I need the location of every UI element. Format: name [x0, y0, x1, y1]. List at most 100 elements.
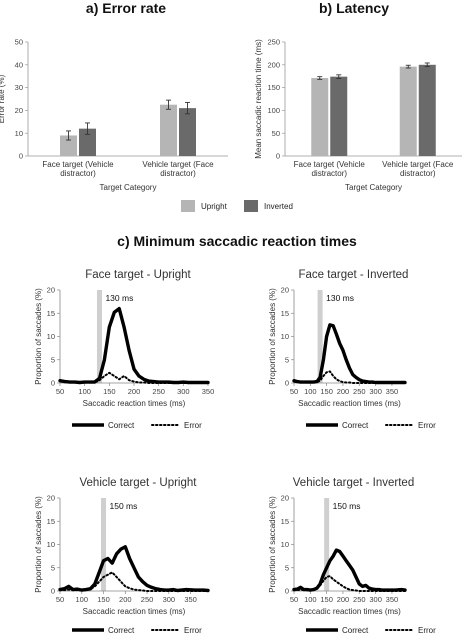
x-tick-label: 300 [163, 595, 176, 604]
x-tick-label: 250 [353, 595, 366, 604]
x-tick-label: 100 [304, 595, 317, 604]
x-axis-label: Target Category [345, 183, 402, 192]
x-axis-label: Saccadic reaction times (ms) [298, 399, 401, 408]
x-tick-label: 200 [337, 387, 350, 396]
x-tick-label: 200 [128, 387, 141, 396]
y-tick-label: 50 [15, 38, 23, 47]
y-tick-label: 0 [285, 379, 289, 388]
x-axis-label: Saccadic reaction times (ms) [298, 607, 401, 616]
bar-upright [60, 135, 77, 156]
bar-inverted [418, 64, 436, 156]
x-tick-label: 50 [56, 387, 64, 396]
y-tick-label: 150 [267, 83, 280, 92]
bar-inverted [179, 108, 196, 156]
srt-face-upright-chart: Face target - Upright 130 ms 0 5 10 15 20 50 100… [34, 269, 214, 430]
x-tick-label: 300 [369, 387, 382, 396]
bar-upright [311, 78, 329, 156]
x-tick-label: 250 [141, 595, 154, 604]
y-axis-label: Error rate (%) [0, 74, 6, 123]
x-tick-label: 150 [103, 387, 116, 396]
y-axis-label: Proportion of saccades (%) [34, 288, 43, 385]
min-srt-band [317, 290, 323, 383]
x-tick-label: 100 [76, 595, 89, 604]
error-rate-chart: 0 10 20 30 40 50 Error rate (%) Face target (Ve… [0, 38, 228, 192]
x-tick-label: 100 [304, 387, 317, 396]
chart-title: Face target - Inverted [299, 269, 409, 281]
min-srt-band [96, 290, 102, 383]
y-tick-label: 20 [15, 106, 23, 115]
x-tick-label: 150 [320, 387, 333, 396]
chart-title: Face target - Upright [85, 269, 191, 281]
y-tick-label: 10 [47, 540, 55, 549]
x-tick-label: 250 [353, 387, 366, 396]
x-axis-label: Saccadic reaction times (ms) [83, 607, 186, 616]
y-tick-label: 0 [19, 152, 23, 161]
bar-upright [160, 104, 177, 156]
min-srt-label: 150 ms [333, 501, 361, 511]
x-tick-label: 350 [202, 387, 215, 396]
series-line-error [293, 370, 406, 384]
category-label: Face target (Vehicle distractor) [42, 160, 114, 178]
x-tick-label: 200 [337, 595, 350, 604]
title-latency: b) Latency [319, 0, 389, 16]
series-line-error [293, 575, 406, 592]
chart-title: Vehicle target - Inverted [293, 477, 414, 489]
y-tick-label: 0 [51, 587, 55, 596]
legend-label-inverted: Inverted [264, 202, 293, 211]
y-tick-label: 15 [47, 517, 55, 526]
legend-label-upright: Upright [201, 202, 228, 211]
y-tick-label: 10 [281, 540, 289, 549]
y-tick-label: 10 [47, 332, 55, 341]
y-tick-label: 10 [281, 332, 289, 341]
min-srt-label: 150 ms [110, 501, 138, 511]
y-tick-label: 0 [285, 587, 289, 596]
min-srt-band [101, 498, 107, 591]
series-line-correct [292, 323, 407, 385]
x-tick-label: 350 [386, 595, 399, 604]
legend-swatch-inverted [244, 200, 258, 212]
y-axis-label: Proportion of saccades (%) [34, 496, 43, 593]
series-line-correct [58, 545, 210, 593]
series-line-correct [292, 548, 407, 592]
latency-chart: 0 50 100 150 200 250 Mean saccadic reaction ti… [254, 38, 462, 192]
min-srt-band [324, 498, 330, 591]
x-tick-label: 250 [152, 387, 165, 396]
y-tick-label: 50 [272, 129, 280, 138]
series-line-error [59, 571, 209, 592]
y-tick-label: 5 [285, 563, 289, 572]
legend-label-error: Error [184, 626, 202, 635]
x-tick-label: 300 [369, 595, 382, 604]
x-tick-label: 150 [320, 595, 333, 604]
series-line-correct [58, 306, 210, 385]
x-axis-label: Target Category [100, 183, 157, 192]
y-tick-label: 15 [47, 309, 55, 318]
x-tick-label: 300 [177, 387, 190, 396]
legend-label-error: Error [418, 626, 436, 635]
y-tick-label: 100 [267, 106, 280, 115]
chart-title: Vehicle target - Upright [80, 477, 198, 489]
x-tick-label: 200 [119, 595, 132, 604]
series-line-error [59, 371, 209, 384]
x-tick-label: 350 [184, 595, 197, 604]
y-tick-label: 20 [281, 494, 289, 503]
y-tick-label: 5 [285, 355, 289, 364]
y-tick-label: 15 [281, 517, 289, 526]
y-tick-label: 5 [51, 563, 55, 572]
x-tick-label: 50 [56, 595, 64, 604]
y-tick-label: 200 [267, 60, 280, 69]
y-tick-label: 20 [47, 286, 55, 295]
category-label: Face target (Vehicle distractor) [294, 160, 366, 178]
min-srt-label: 130 ms [326, 293, 354, 303]
legend-label-correct: Correct [108, 626, 135, 635]
y-axis-label: Proportion of saccades (%) [268, 288, 277, 385]
legend-label-error: Error [418, 421, 436, 430]
bar-upright [399, 66, 417, 156]
srt-vehicle-inverted-chart: Vehicle target - Inverted 150 ms 0 5 10 15 20 5… [268, 477, 436, 635]
legend-label-correct: Correct [342, 421, 369, 430]
x-axis-label: Saccadic reaction times (ms) [83, 399, 186, 408]
bar-inverted [79, 128, 96, 156]
y-tick-label: 30 [15, 83, 23, 92]
x-tick-label: 50 [290, 387, 298, 396]
bar-inverted [330, 76, 348, 156]
